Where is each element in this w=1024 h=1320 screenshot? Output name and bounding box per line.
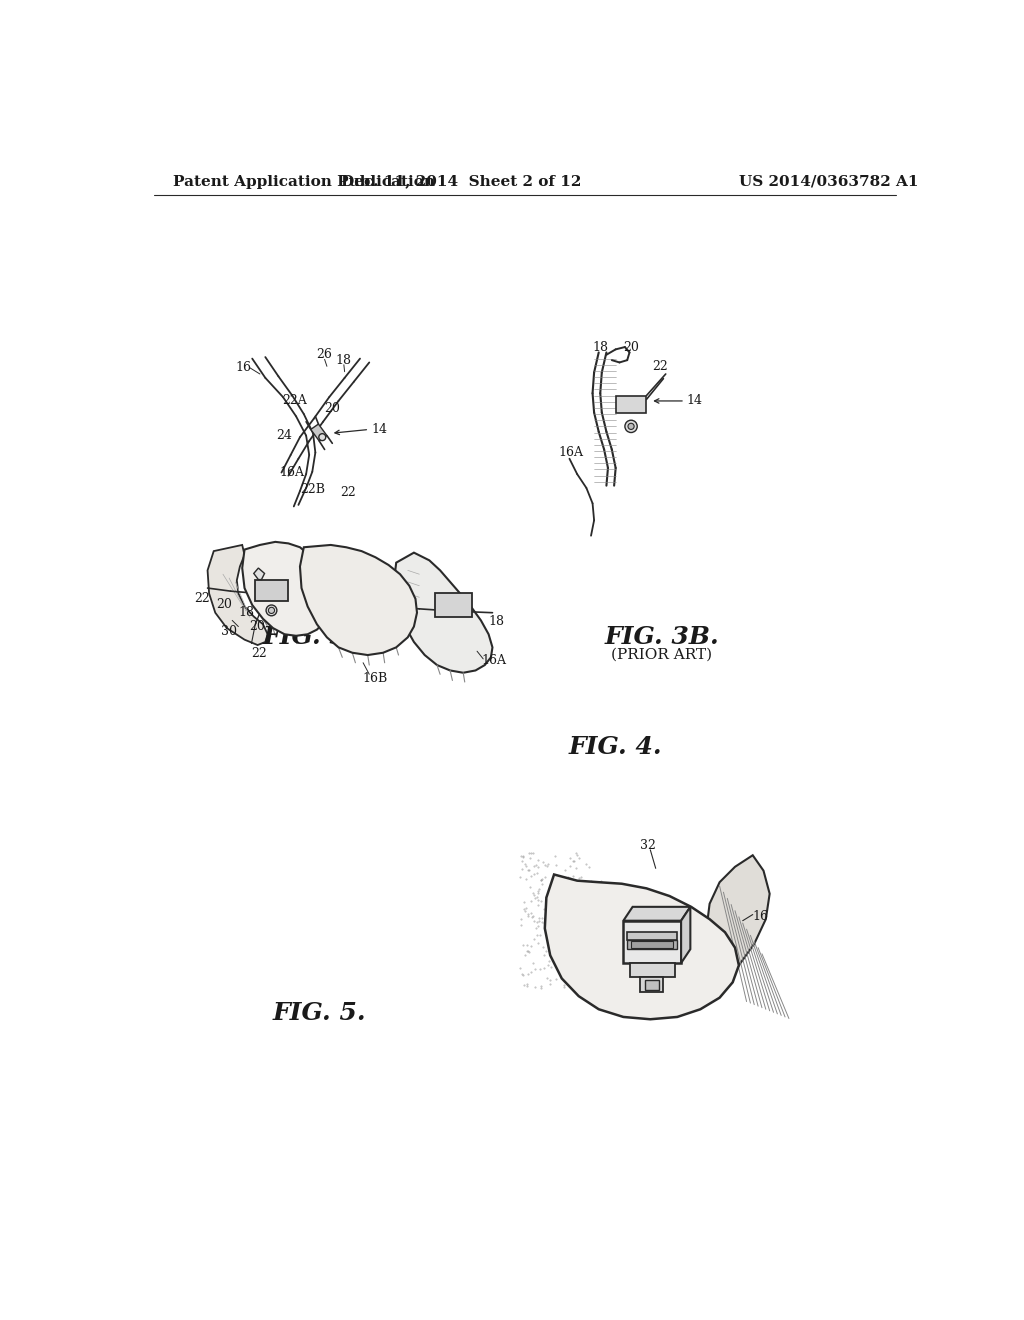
Polygon shape	[615, 396, 646, 412]
Polygon shape	[545, 875, 739, 1019]
Text: 22: 22	[195, 593, 210, 606]
Text: 14: 14	[372, 422, 387, 436]
Text: 16B: 16B	[362, 672, 388, 685]
Text: 16: 16	[753, 911, 768, 924]
Text: 20: 20	[250, 620, 265, 634]
Polygon shape	[435, 594, 472, 616]
Polygon shape	[254, 568, 264, 579]
Text: 22: 22	[341, 486, 356, 499]
Text: 32: 32	[640, 838, 656, 851]
Polygon shape	[645, 979, 658, 990]
Text: 22A: 22A	[283, 395, 307, 408]
Polygon shape	[255, 579, 288, 601]
Text: 18: 18	[592, 341, 608, 354]
Text: 20: 20	[325, 403, 340, 416]
Text: 26: 26	[316, 348, 333, 362]
Circle shape	[268, 607, 274, 614]
Polygon shape	[681, 907, 690, 964]
Text: 20: 20	[216, 598, 232, 611]
Polygon shape	[300, 545, 417, 655]
Polygon shape	[624, 921, 681, 964]
Text: 18: 18	[488, 615, 504, 628]
Text: 16: 16	[236, 362, 252, 375]
Polygon shape	[208, 545, 267, 645]
Text: US 2014/0363782 A1: US 2014/0363782 A1	[739, 174, 919, 189]
Text: FIG. 4.: FIG. 4.	[569, 735, 663, 759]
Text: 24: 24	[276, 429, 293, 442]
Text: Patent Application Publication: Patent Application Publication	[173, 174, 435, 189]
Polygon shape	[630, 964, 675, 977]
Polygon shape	[707, 855, 770, 994]
Circle shape	[625, 420, 637, 433]
Polygon shape	[624, 907, 690, 921]
Polygon shape	[640, 977, 664, 993]
Bar	[631, 941, 674, 948]
Text: 16A: 16A	[481, 653, 507, 667]
Text: 18: 18	[238, 606, 254, 619]
Text: 16A: 16A	[558, 446, 584, 459]
Text: 22: 22	[652, 360, 669, 372]
Text: 22: 22	[251, 647, 267, 660]
Text: 18: 18	[336, 354, 352, 367]
Text: 20: 20	[624, 341, 639, 354]
Text: FIG. 3B.: FIG. 3B.	[604, 626, 719, 649]
Text: 30: 30	[221, 626, 238, 639]
Bar	[628, 940, 677, 949]
Text: FIG. 5.: FIG. 5.	[272, 1001, 366, 1026]
Text: 16A: 16A	[280, 466, 305, 479]
Polygon shape	[394, 553, 493, 673]
Text: (PRIOR ART): (PRIOR ART)	[611, 647, 713, 661]
Circle shape	[266, 605, 276, 616]
Text: FIG. 3A.: FIG. 3A.	[263, 626, 376, 649]
Circle shape	[628, 424, 634, 429]
Polygon shape	[310, 424, 327, 441]
Polygon shape	[243, 543, 331, 636]
Polygon shape	[628, 932, 677, 940]
Circle shape	[318, 434, 326, 441]
Text: 14: 14	[686, 395, 702, 408]
Text: Dec. 11, 2014  Sheet 2 of 12: Dec. 11, 2014 Sheet 2 of 12	[341, 174, 582, 189]
Text: 22B: 22B	[301, 483, 326, 496]
